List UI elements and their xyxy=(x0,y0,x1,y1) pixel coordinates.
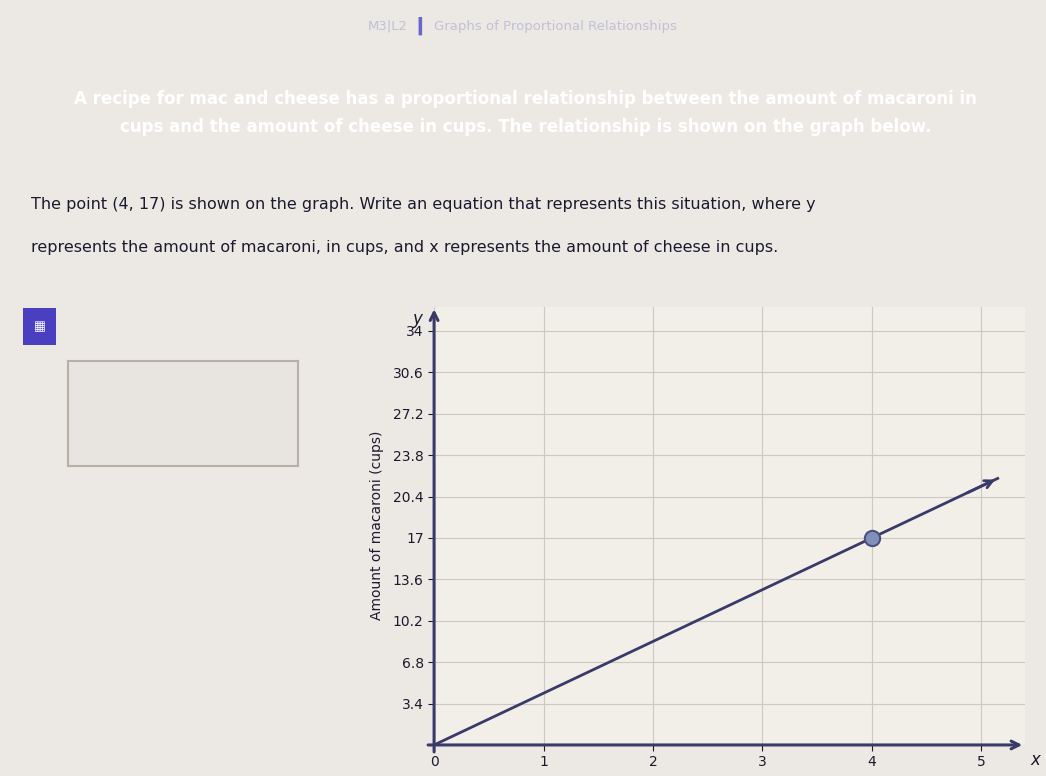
Text: The point (4, 17) is shown on the graph. Write an equation that represents this : The point (4, 17) is shown on the graph.… xyxy=(31,197,816,212)
Text: M3|L2: M3|L2 xyxy=(368,19,408,33)
Y-axis label: Amount of macaroni (cups): Amount of macaroni (cups) xyxy=(370,431,385,621)
Text: y: y xyxy=(413,310,423,328)
Text: x: x xyxy=(1030,750,1041,768)
Text: ▦: ▦ xyxy=(33,320,46,333)
Text: A recipe for mac and cheese has a proportional relationship between the amount o: A recipe for mac and cheese has a propor… xyxy=(74,90,977,136)
Text: represents the amount of macaroni, in cups, and x represents the amount of chees: represents the amount of macaroni, in cu… xyxy=(31,240,778,255)
Text: Graphs of Proportional Relationships: Graphs of Proportional Relationships xyxy=(434,19,677,33)
Text: ▎: ▎ xyxy=(413,17,433,36)
